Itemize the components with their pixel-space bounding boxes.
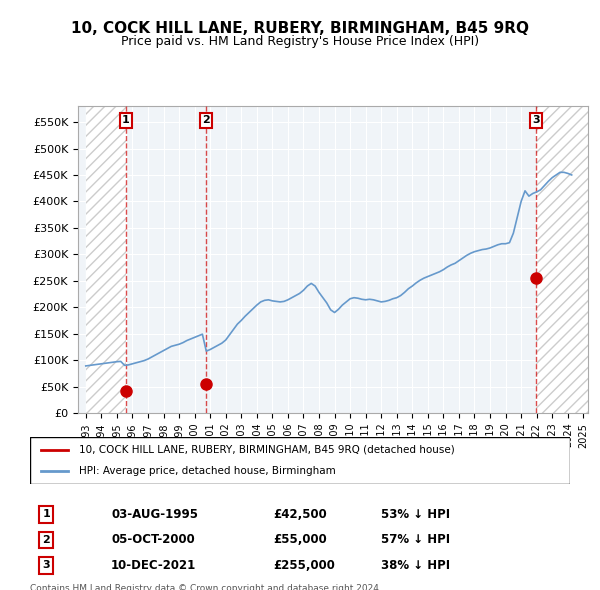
Bar bbox=[86, 106, 126, 413]
Text: 10-DEC-2021: 10-DEC-2021 bbox=[111, 559, 196, 572]
Text: 38% ↓ HPI: 38% ↓ HPI bbox=[381, 559, 450, 572]
Text: 10, COCK HILL LANE, RUBERY, BIRMINGHAM, B45 9RQ: 10, COCK HILL LANE, RUBERY, BIRMINGHAM, … bbox=[71, 21, 529, 35]
Text: HPI: Average price, detached house, Birmingham: HPI: Average price, detached house, Birm… bbox=[79, 466, 335, 476]
Bar bbox=[536, 106, 591, 413]
Text: 03-AUG-1995: 03-AUG-1995 bbox=[111, 508, 198, 521]
Bar bbox=[536, 106, 591, 413]
Text: 1: 1 bbox=[43, 509, 50, 519]
Bar bbox=[86, 106, 126, 413]
Text: 57% ↓ HPI: 57% ↓ HPI bbox=[381, 533, 450, 546]
Text: Contains HM Land Registry data © Crown copyright and database right 2024.
This d: Contains HM Land Registry data © Crown c… bbox=[30, 584, 382, 590]
Text: £42,500: £42,500 bbox=[273, 508, 327, 521]
Text: Price paid vs. HM Land Registry's House Price Index (HPI): Price paid vs. HM Land Registry's House … bbox=[121, 35, 479, 48]
Text: £255,000: £255,000 bbox=[273, 559, 335, 572]
Text: 05-OCT-2000: 05-OCT-2000 bbox=[111, 533, 195, 546]
Text: 3: 3 bbox=[532, 116, 539, 126]
Text: 1: 1 bbox=[122, 116, 130, 126]
Text: £55,000: £55,000 bbox=[273, 533, 327, 546]
Text: 2: 2 bbox=[202, 116, 210, 126]
Text: 10, COCK HILL LANE, RUBERY, BIRMINGHAM, B45 9RQ (detached house): 10, COCK HILL LANE, RUBERY, BIRMINGHAM, … bbox=[79, 445, 454, 455]
FancyBboxPatch shape bbox=[30, 437, 570, 484]
Text: 3: 3 bbox=[43, 560, 50, 571]
Text: 2: 2 bbox=[43, 535, 50, 545]
Text: 53% ↓ HPI: 53% ↓ HPI bbox=[381, 508, 450, 521]
